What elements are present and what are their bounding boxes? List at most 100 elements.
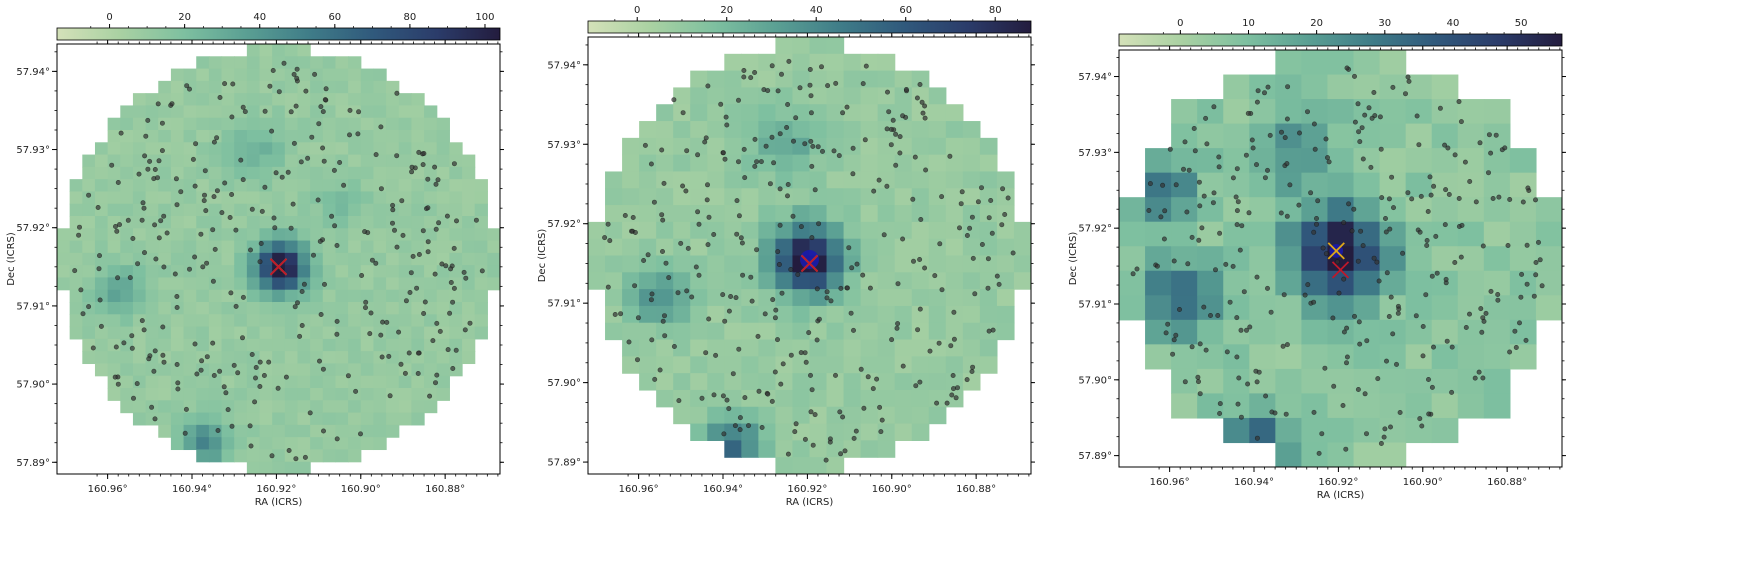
source-point — [912, 154, 918, 160]
heatmap-cell — [158, 166, 172, 180]
heatmap-cell — [259, 44, 273, 57]
heatmap-cell — [183, 68, 197, 82]
heatmap-cell — [69, 240, 83, 254]
heatmap-cell — [120, 228, 134, 242]
plot-frame — [587, 36, 1032, 475]
heatmap-cell — [1483, 197, 1511, 223]
heatmap-cell — [843, 272, 862, 290]
source-point — [1199, 225, 1205, 231]
source-point — [240, 294, 246, 300]
heatmap-cell — [809, 37, 828, 55]
heatmap-cell — [373, 363, 387, 377]
heatmap-cell — [272, 338, 286, 352]
source-point — [728, 293, 734, 299]
heatmap-cell — [1197, 197, 1224, 223]
source-point — [211, 194, 217, 200]
source-point — [769, 134, 775, 140]
heatmap-cell — [758, 238, 777, 257]
heatmap-cell — [322, 338, 337, 352]
source-point — [645, 252, 651, 258]
heatmap-cell — [928, 188, 947, 206]
source-point — [850, 327, 856, 333]
source-point — [386, 353, 392, 359]
source-point — [785, 182, 791, 188]
heatmap-cell — [411, 351, 425, 365]
y-tick-label: 57.94° — [16, 67, 50, 78]
heatmap-cell — [272, 191, 286, 205]
heatmap-cell — [310, 203, 324, 217]
source-point — [288, 225, 294, 231]
heatmap-cell — [809, 87, 828, 105]
source-point — [737, 415, 743, 421]
heatmap-cell — [234, 424, 248, 438]
source-point — [444, 213, 450, 219]
source-point — [718, 101, 724, 107]
heatmap-cell — [398, 400, 412, 414]
heatmap-cell — [196, 80, 210, 94]
heatmap-cell — [656, 171, 674, 189]
source-point — [286, 447, 292, 453]
heatmap-cell — [588, 221, 606, 240]
heatmap-cell — [398, 179, 412, 193]
source-point — [1170, 351, 1176, 357]
source-point — [918, 217, 924, 223]
heatmap-cell — [843, 289, 862, 307]
source-point — [1203, 347, 1209, 353]
source-point — [1364, 338, 1370, 344]
heatmap-cell — [335, 375, 349, 389]
source-point — [217, 368, 223, 374]
heatmap-cell — [1327, 99, 1355, 125]
source-point — [693, 264, 699, 270]
source-point — [307, 410, 313, 416]
source-point — [704, 197, 710, 203]
source-point — [752, 70, 758, 76]
heatmap-cell — [673, 238, 691, 257]
plot-frame — [56, 43, 501, 475]
heatmap-cell — [208, 424, 223, 438]
heatmap-cell — [656, 289, 674, 307]
heatmap-cell — [259, 93, 273, 107]
source-point — [432, 164, 438, 170]
heatmap-cell — [622, 272, 640, 290]
heatmap-cell — [424, 130, 438, 143]
heatmap-cell — [284, 375, 299, 389]
source-point — [1449, 344, 1455, 350]
heatmap-cell — [310, 179, 324, 193]
source-point — [985, 256, 991, 262]
source-point — [400, 232, 406, 238]
source-point — [778, 71, 784, 77]
heatmap-cell — [348, 326, 362, 340]
heatmap-cell — [1483, 99, 1511, 125]
source-point — [141, 327, 147, 333]
source-point — [127, 275, 133, 281]
heatmap-cell — [424, 400, 438, 414]
heatmap-cell — [196, 437, 210, 451]
source-point — [797, 85, 803, 91]
heatmap-cell — [1405, 344, 1433, 370]
source-point — [837, 409, 843, 415]
heatmap-cell — [724, 289, 742, 307]
source-point — [1434, 270, 1440, 276]
source-point — [223, 390, 229, 396]
heatmap-cell — [398, 105, 412, 119]
source-point — [248, 443, 254, 449]
heatmap-cell — [348, 80, 362, 94]
heatmap-cell — [284, 388, 299, 401]
source-point — [288, 109, 294, 115]
source-point — [1341, 276, 1347, 282]
heatmap-cell — [259, 449, 273, 463]
source-point — [722, 318, 728, 324]
source-point — [754, 159, 760, 165]
heatmap-cell — [132, 412, 147, 426]
heatmap-cell — [741, 272, 759, 290]
source-point — [1483, 310, 1489, 316]
heatmap-cell — [1119, 221, 1146, 247]
heatmap-cell — [132, 289, 147, 303]
heatmap-cell — [145, 142, 159, 156]
heatmap-cell — [246, 449, 261, 463]
heatmap-cell — [605, 289, 623, 307]
heatmap-cell — [673, 406, 691, 425]
source-point — [453, 347, 459, 353]
heatmap-cell — [1483, 246, 1511, 272]
heatmap-cell — [234, 166, 248, 180]
